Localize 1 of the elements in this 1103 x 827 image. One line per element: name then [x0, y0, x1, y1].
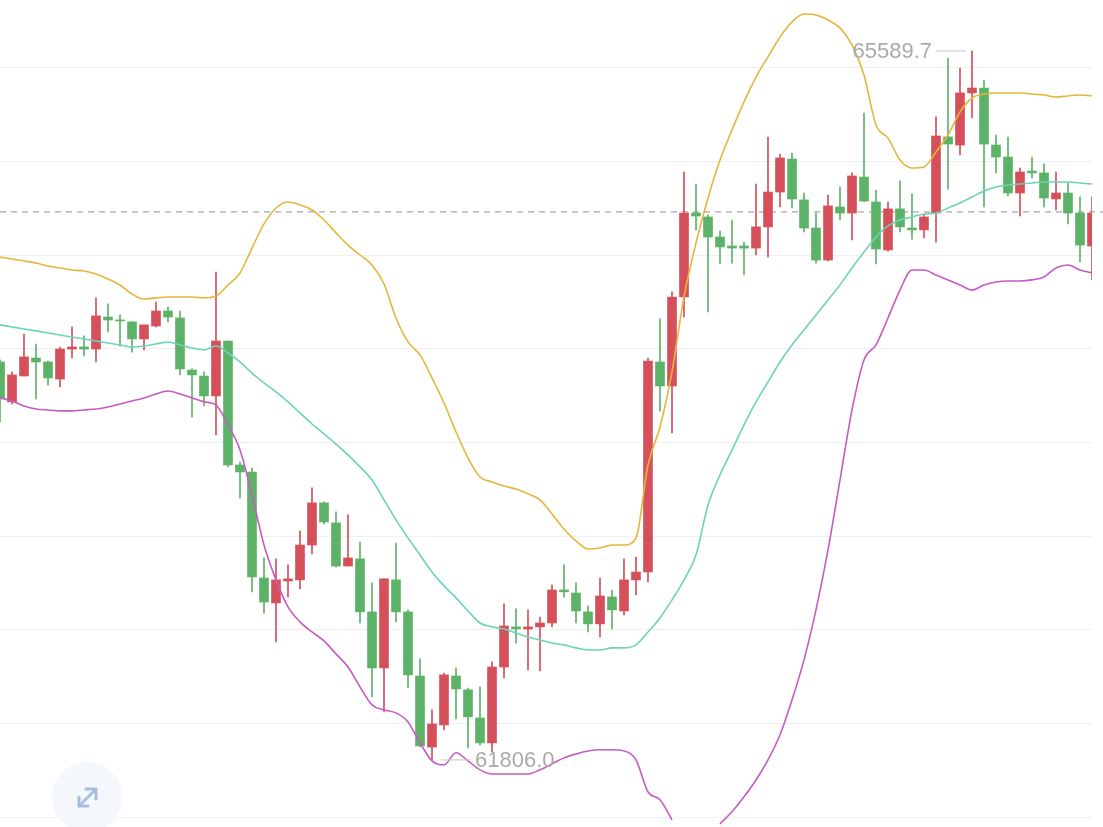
annotation: 61806.0 — [475, 746, 555, 772]
